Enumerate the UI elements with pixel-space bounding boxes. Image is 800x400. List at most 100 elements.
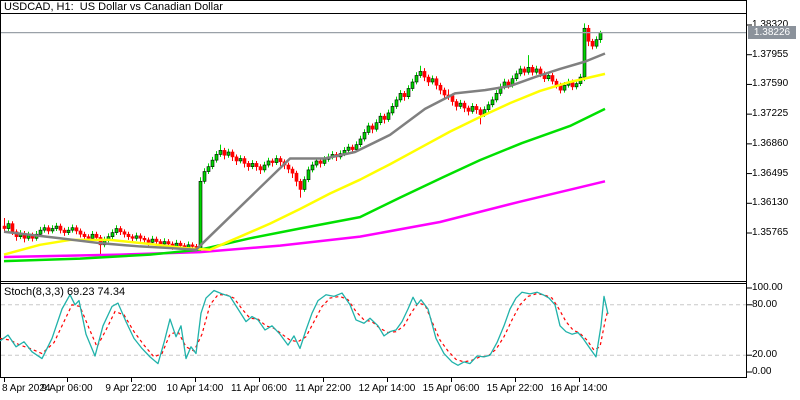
- stoch-axis-label: 80.00: [752, 298, 778, 310]
- time-axis-label: 15 Apr 06:00: [422, 383, 480, 394]
- candle: [418, 71, 423, 76]
- candle: [290, 168, 295, 174]
- price-axis-label: 1.37590: [752, 78, 789, 90]
- candle: [386, 112, 391, 120]
- candle: [270, 160, 275, 163]
- candle: [74, 227, 79, 232]
- stoch-d-line: [0, 293, 609, 363]
- time-axis-label: 10 Apr 14:00: [166, 383, 224, 394]
- price-axis[interactable]: 1.38320 1.37955 1.37590 1.37225 1.36860 1.364…: [748, 0, 800, 400]
- candle: [294, 172, 299, 182]
- candle: [38, 229, 43, 235]
- candle: [122, 231, 127, 235]
- ma-yellow-line: [3, 72, 606, 256]
- candle: [474, 106, 479, 110]
- candle: [242, 158, 247, 164]
- candles-layer: [2, 23, 603, 257]
- candle: [382, 115, 387, 120]
- candle: [162, 241, 167, 245]
- candle: [486, 104, 491, 110]
- candle: [534, 68, 539, 73]
- candle: [126, 233, 131, 237]
- candle: [490, 99, 495, 106]
- time-axis[interactable]: 8 Apr 2024 9 Apr 06:00 9 Apr 22:00 10 Apr 1…: [0, 378, 800, 400]
- candle: [378, 115, 383, 123]
- ma-gray-line: [3, 52, 606, 251]
- candle: [414, 75, 419, 83]
- candle: [206, 166, 211, 172]
- stoch-axis-label: 20.00: [752, 349, 778, 361]
- price-axis-label: 1.37225: [752, 108, 789, 120]
- time-axis-label: 9 Apr 22:00: [105, 383, 157, 394]
- candle: [410, 81, 415, 89]
- candle: [298, 181, 303, 190]
- candle: [142, 237, 147, 241]
- candle: [258, 166, 263, 171]
- stoch-k-line: [0, 289, 609, 366]
- candle: [394, 99, 399, 107]
- candle: [266, 160, 271, 166]
- candle: [590, 40, 595, 47]
- candle: [454, 101, 459, 107]
- candle: [466, 107, 471, 112]
- candle: [438, 84, 443, 91]
- candle: [2, 225, 7, 229]
- candle: [530, 67, 535, 73]
- candle: [434, 78, 439, 86]
- candle: [310, 164, 315, 171]
- candle: [198, 181, 203, 250]
- candle: [562, 84, 567, 91]
- time-axis-label: 11 Apr 22:00: [295, 383, 351, 394]
- candle: [350, 146, 355, 150]
- candle: [58, 225, 63, 231]
- candle: [230, 151, 235, 158]
- current-price-label: 1.38226: [748, 26, 796, 40]
- candle: [374, 122, 379, 130]
- candle: [302, 179, 307, 190]
- time-axis-label: 12 Apr 14:00: [358, 383, 416, 394]
- candle: [118, 228, 123, 233]
- candle: [254, 163, 259, 167]
- stoch-axis-label: 0.00: [752, 366, 772, 377]
- candle: [222, 150, 227, 156]
- candle: [246, 163, 251, 167]
- candle: [262, 164, 267, 171]
- candle: [314, 160, 319, 166]
- candle: [190, 244, 195, 247]
- candle: [582, 27, 587, 78]
- candle: [138, 235, 143, 239]
- candle: [442, 89, 447, 96]
- stoch-axis-label: 100.00: [752, 282, 783, 293]
- candle: [226, 151, 231, 156]
- candle: [406, 88, 411, 97]
- price-axis-label: 1.36860: [752, 137, 789, 149]
- moving-averages-layer: [3, 52, 606, 263]
- candle: [398, 93, 403, 101]
- time-axis-label: 8 Apr 2024: [2, 383, 51, 394]
- candle: [306, 169, 311, 180]
- candle: [366, 125, 371, 133]
- candle: [42, 227, 47, 231]
- candle: [470, 106, 475, 112]
- candle: [362, 132, 367, 140]
- candle: [134, 235, 139, 239]
- candle: [494, 93, 499, 101]
- candle: [82, 233, 87, 237]
- candle: [154, 238, 159, 242]
- candle: [114, 228, 119, 233]
- candle: [318, 160, 323, 164]
- ma-green-line: [3, 107, 606, 263]
- candle: [594, 39, 599, 47]
- price-axis-label: 1.35765: [752, 227, 789, 238]
- candle: [354, 144, 359, 150]
- candle: [234, 156, 239, 162]
- candle: [158, 241, 163, 245]
- candle: [130, 236, 135, 239]
- candle: [522, 68, 527, 73]
- price-axis-label: 1.37955: [752, 48, 789, 60]
- candle: [238, 158, 243, 162]
- candle: [574, 83, 579, 88]
- price-axis-label: 1.36130: [752, 197, 789, 209]
- candle: [86, 236, 91, 239]
